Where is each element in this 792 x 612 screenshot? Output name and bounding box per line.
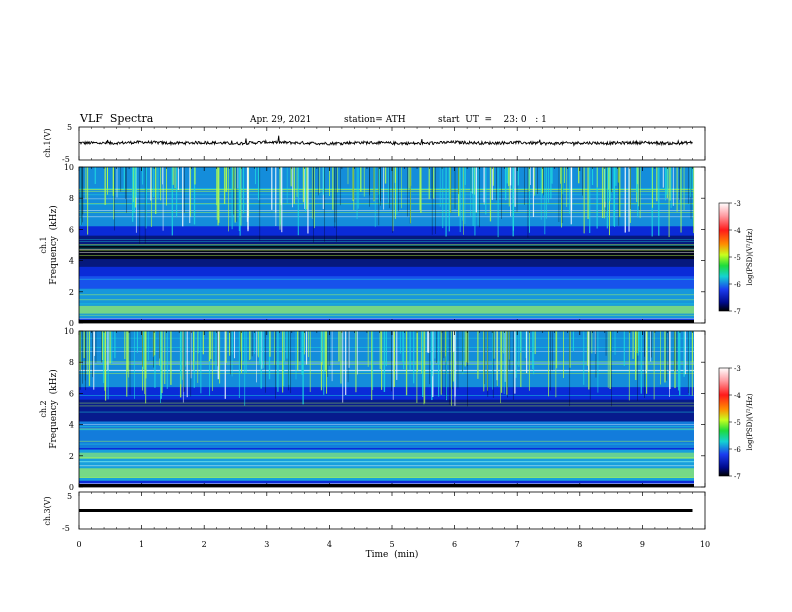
ch2-colorbar-ticks: -3 -4 -5 -6 -7 xyxy=(729,365,741,481)
ch3-ylabel: ch.3(V) xyxy=(43,496,52,525)
ch2-spectrogram-ylabel-ch: ch.2 xyxy=(39,400,48,417)
spectral-band xyxy=(79,305,694,314)
ch3-waveform-panel: 5 -5 ch.3(V) xyxy=(43,491,706,533)
y-tick-label: 4 xyxy=(69,257,74,266)
x-tick-label: 1 xyxy=(139,540,144,549)
colorbar-tick-label: -4 xyxy=(734,227,741,235)
date-label: Apr. 29, 2021 xyxy=(249,115,311,125)
y-tick-label: 8 xyxy=(69,194,74,203)
spectral-band xyxy=(79,421,694,448)
y-tick-label: 10 xyxy=(64,163,74,172)
ch1-spectrogram-ylabel: Frequency (kHz) xyxy=(48,205,59,284)
waveform-line xyxy=(78,135,693,147)
ch1-spectrogram-ylabel-ch: ch.1 xyxy=(39,236,48,253)
ch1-ytick-bottom: -5 xyxy=(62,155,70,164)
colorbar-tick-label: -7 xyxy=(734,308,741,316)
x-tick-label: 7 xyxy=(515,540,520,549)
time-axis-label: Time (min) xyxy=(366,549,419,560)
spectral-band xyxy=(79,245,694,260)
colorbar-tick-label: -5 xyxy=(734,419,741,427)
ch1-spectrogram-panel: 0 2 4 6 8 10 ch.1 Frequency (kHz) xyxy=(39,163,706,328)
colorbar-tick-label: -7 xyxy=(734,473,741,481)
ch2-spectrogram-yticks: 0 2 4 6 8 10 xyxy=(64,327,705,492)
x-tick-label: 4 xyxy=(327,540,332,549)
spectral-band xyxy=(79,288,694,319)
colorbar-tick-label: -6 xyxy=(734,446,741,454)
ch1-colorbar-label: log(PSD)(V²/Hz) xyxy=(746,228,754,285)
x-tick-label: 3 xyxy=(264,540,269,549)
spectral-band xyxy=(79,167,694,227)
y-tick-label: 8 xyxy=(69,358,74,367)
colorbar-tick-label: -6 xyxy=(734,281,741,289)
station-label: station= ATH xyxy=(344,115,406,125)
y-tick-label: 4 xyxy=(69,421,74,430)
ch2-spectrogram-panel: 0 2 4 6 8 10 ch.2 Frequency (kHz) xyxy=(39,327,706,492)
ch2-spectrogram-ylabel: Frequency (kHz) xyxy=(48,369,59,448)
y-tick-label: 10 xyxy=(64,327,74,336)
x-tick-label: 0 xyxy=(76,540,81,549)
ch1-spectrogram xyxy=(79,167,695,323)
ch1-colorbar-gradient xyxy=(718,202,730,312)
x-tick-label: 5 xyxy=(389,540,394,549)
y-tick-label: 6 xyxy=(69,389,74,398)
ch1-colorbar-ticks: -3 -4 -5 -6 -7 xyxy=(729,200,741,316)
ch1-waveform-panel: 5 -5 ch.1(V) xyxy=(43,123,706,164)
y-tick-label: 2 xyxy=(69,452,74,461)
y-tick-label: 2 xyxy=(69,288,74,297)
spectral-floor xyxy=(79,320,694,323)
x-tick-label: 9 xyxy=(640,540,645,549)
spectral-band xyxy=(79,468,694,478)
x-tick-label: 2 xyxy=(202,540,207,549)
ch2-colorbar-label: log(PSD)(V²/Hz) xyxy=(746,393,754,450)
ch2-spectrogram xyxy=(79,331,694,487)
colorbar-tick-label: -3 xyxy=(734,365,741,373)
colorbar-tick-label: -5 xyxy=(734,254,741,262)
colorbar-tick-label: -4 xyxy=(734,392,741,400)
y-tick-label: 6 xyxy=(69,225,74,234)
start-time-label: start UT = 23: 0 : 1 xyxy=(438,115,547,125)
spectral-band xyxy=(79,452,694,459)
y-tick-label: 0 xyxy=(69,319,74,328)
figure-title: VLF Spectra xyxy=(79,112,154,125)
y-tick-label: 0 xyxy=(69,483,74,492)
ch1-trace xyxy=(78,135,693,147)
time-axis-ticks: 0 1 2 3 4 5 6 7 8 9 10 xyxy=(76,127,710,549)
ch2-colorbar-gradient xyxy=(718,367,730,477)
spectral-floor xyxy=(79,484,694,487)
colorbar-tick-label: -3 xyxy=(734,200,741,208)
ch1-colorbar: -3 -4 -5 -6 -7 log(PSD)(V²/Hz) xyxy=(718,200,754,316)
ch1-ylabel: ch.1(V) xyxy=(43,128,52,157)
ch3-ytick-top: 5 xyxy=(67,492,72,501)
spectral-band xyxy=(79,399,694,422)
x-tick-label: 10 xyxy=(700,540,710,549)
ch1-spectrogram-yticks: 0 2 4 6 8 10 xyxy=(64,163,705,328)
ch2-colorbar: -3 -4 -5 -6 -7 log(PSD)(V²/Hz) xyxy=(718,365,754,481)
x-tick-label: 8 xyxy=(577,540,582,549)
spectral-band xyxy=(79,276,694,289)
x-tick-label: 6 xyxy=(452,540,457,549)
ch1-ytick-top: 5 xyxy=(67,123,72,132)
ch3-ytick-bottom: -5 xyxy=(62,524,70,533)
